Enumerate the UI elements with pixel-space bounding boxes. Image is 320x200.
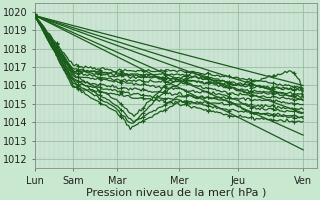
X-axis label: Pression niveau de la mer( hPa ): Pression niveau de la mer( hPa ) (86, 187, 266, 197)
